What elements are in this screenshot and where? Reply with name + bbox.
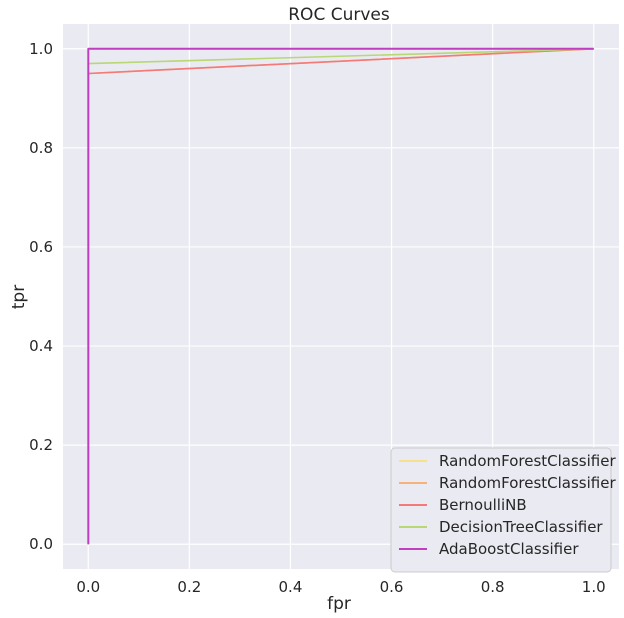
- x-tick-label: 0.4: [279, 578, 303, 596]
- x-axis-title: fpr: [327, 594, 351, 614]
- y-axis-title: tpr: [9, 285, 29, 309]
- y-tick-label: 1.0: [29, 40, 53, 58]
- legend-box: [390, 447, 612, 573]
- legend-label: BernoulliNB: [439, 496, 527, 514]
- legend-label: RandomForestClassifier: [439, 474, 616, 492]
- legend: RandomForestClassifier RandomForestClassi…: [390, 447, 616, 573]
- x-tick-label: 0.6: [380, 578, 404, 596]
- y-tick-label: 0.0: [29, 535, 53, 553]
- chart-title: ROC Curves: [288, 5, 390, 25]
- x-tick-label: 0.0: [76, 578, 100, 596]
- series-lines: [87, 47, 594, 545]
- y-tick-label: 0.4: [29, 337, 53, 355]
- legend-label: RandomForestClassifier: [439, 452, 616, 470]
- x-tick-label: 1.0: [582, 578, 606, 596]
- y-tick-label: 0.2: [29, 436, 53, 454]
- x-tick-label: 0.2: [177, 578, 201, 596]
- y-tick-label: 0.8: [29, 139, 53, 157]
- y-tick-label: 0.6: [29, 238, 53, 256]
- series-line: [87, 47, 594, 545]
- grid-lines: [63, 24, 619, 569]
- legend-label: DecisionTreeClassifier: [439, 518, 603, 536]
- x-tick-label: 0.8: [481, 578, 505, 596]
- tick-labels: 0.0 0.2 0.4 0.6 0.8 1.0 0.0 0.2 0.4 0.6 0.8 1.0: [29, 40, 606, 596]
- legend-label: AdaBoostClassifier: [439, 540, 579, 558]
